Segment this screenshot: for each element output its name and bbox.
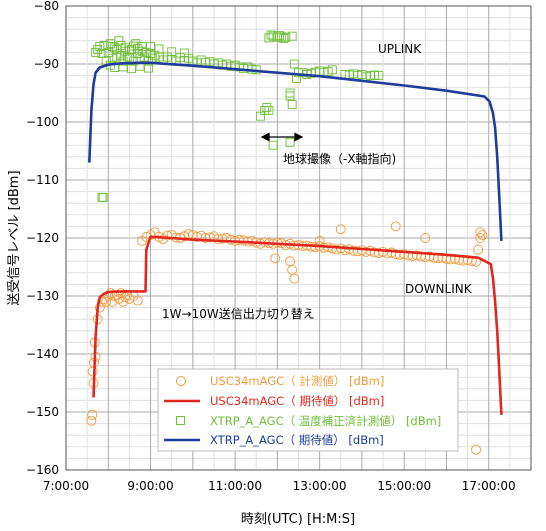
point-square: [289, 59, 299, 69]
point-circle: [390, 221, 401, 232]
point-circle: [369, 247, 380, 258]
series-line-xtrp-expected: [88, 61, 503, 241]
point-square: [146, 42, 155, 52]
point-circle: [475, 227, 486, 238]
point-square: [374, 71, 384, 81]
point-circle: [331, 244, 342, 255]
x-tick-label: 17:00:00: [462, 479, 516, 493]
legend: USC34mAGC（ 計測値） [dBm] USC34mAGC（ 期待値） [d…: [157, 368, 459, 452]
legend-label-xtrp-measured: XTRP_A_AGC（ 温度補正済計測値） [dBm]: [210, 414, 441, 428]
legend-label-usc-expected: USC34mAGC（ 期待値） [dBm]: [210, 394, 384, 408]
point-square: [327, 65, 337, 75]
point-square: [279, 34, 289, 43]
point-square: [268, 140, 278, 150]
x-axis-title: 時刻(UTC) [H:M:S]: [241, 512, 355, 527]
y-tick-label: −130: [26, 289, 59, 303]
x-tick-label: 11:00:00: [208, 479, 262, 493]
x-tick-label: 7:00:00: [43, 479, 89, 493]
legend-marker-usc-measured: [176, 376, 186, 386]
earth-obs-label: 地球撮像（-X軸指向): [283, 151, 396, 166]
series-line-usc-expected: [92, 235, 503, 415]
point-square: [287, 100, 297, 110]
earth-obs-arrow: [260, 132, 304, 142]
point-square: [131, 39, 141, 49]
point-circle: [132, 295, 143, 306]
point-circle: [270, 253, 281, 264]
point-circle: [340, 245, 350, 256]
point-square: [127, 64, 136, 74]
y-tick-label: −120: [26, 231, 59, 245]
point-circle: [289, 273, 300, 284]
point-circle: [477, 230, 488, 241]
point-square: [98, 192, 108, 202]
point-circle: [352, 246, 363, 257]
legend-label-usc-measured: USC34mAGC（ 計測値） [dBm]: [210, 374, 384, 388]
y-tick-label: −90: [34, 57, 59, 71]
y-tick-labels: −80 −90 −100 −110 −120 −130 −140 −150 −160: [26, 0, 59, 477]
point-square: [114, 36, 124, 46]
point-square: [287, 31, 297, 41]
point-circle: [390, 249, 401, 260]
x-tick-label: 13:00:00: [293, 479, 347, 493]
uplink-label: UPLINK: [378, 42, 422, 56]
legend-label-xtrp-expected: XTRP_A_AGC（ 期待値） [dBm]: [210, 433, 384, 447]
x-tick-label: 15:00:00: [377, 479, 431, 493]
point-circle: [348, 245, 359, 256]
y-tick-label: −80: [34, 0, 59, 13]
x-tick-labels: 7:00:00 9:00:00 11:00:00 13:00:00 15:00:00 17…: [43, 479, 516, 493]
point-square: [264, 105, 274, 115]
plot-frame: [65, 5, 532, 471]
y-tick-label: −160: [26, 463, 59, 477]
y-tick-label: −100: [26, 115, 59, 129]
point-circle: [373, 248, 384, 259]
point-circle: [238, 235, 249, 246]
y-tick-label: −110: [26, 173, 59, 187]
point-circle: [420, 233, 431, 243]
x-tick-label: 9:00:00: [127, 479, 173, 493]
point-circle: [382, 248, 393, 259]
gridlines: [65, 5, 532, 471]
point-circle: [471, 444, 481, 455]
legend-box: [157, 368, 459, 452]
legend-marker-xtrp-measured: [176, 416, 185, 425]
point-square: [266, 30, 276, 40]
point-square: [167, 47, 177, 57]
downlink-label: DOWNLINK: [405, 282, 473, 296]
y-axis-title: 送受信号レベル [dBm]: [7, 170, 22, 305]
point-circle: [335, 224, 346, 235]
point-circle: [87, 409, 98, 420]
point-square: [285, 137, 295, 147]
point-circle: [96, 296, 107, 307]
switch-label: 1W→10W送信出力切り替え: [162, 306, 315, 321]
point-square: [137, 46, 147, 56]
point-square: [154, 44, 164, 54]
series-layer: [86, 30, 503, 455]
point-square: [285, 91, 295, 101]
y-tick-label: −150: [26, 405, 59, 419]
point-square: [262, 103, 272, 112]
point-circle: [475, 233, 486, 243]
point-circle: [361, 246, 372, 257]
point-circle: [101, 296, 112, 307]
point-circle: [86, 415, 97, 426]
point-square: [179, 48, 189, 58]
point-circle: [473, 244, 484, 255]
y-tick-label: −140: [26, 347, 59, 361]
point-square: [281, 32, 291, 42]
point-circle: [225, 234, 236, 245]
